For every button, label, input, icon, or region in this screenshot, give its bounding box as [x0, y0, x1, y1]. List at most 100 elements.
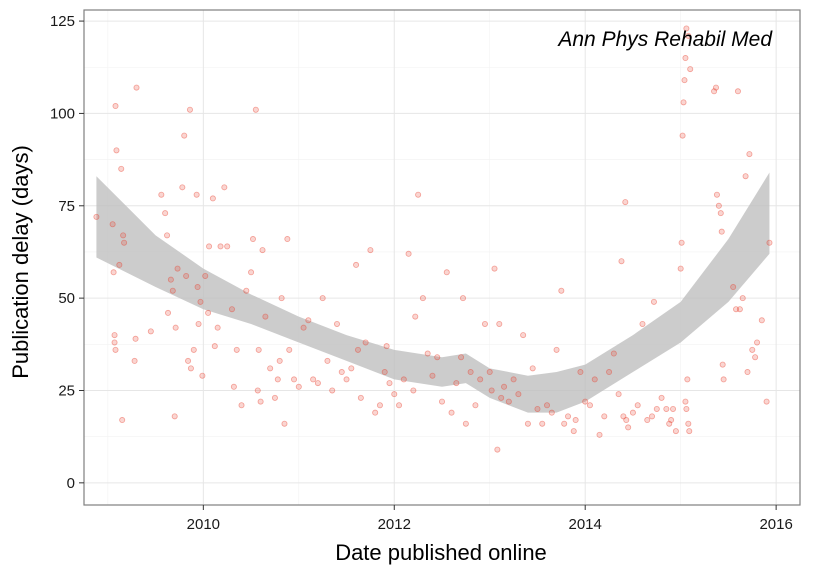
scatter-point: [677, 265, 684, 272]
scatter-point: [481, 320, 488, 327]
scatter-point: [284, 236, 291, 243]
scatter-point: [629, 409, 636, 416]
scatter-point: [132, 335, 139, 342]
scatter-point: [197, 298, 204, 305]
scatter-point: [93, 213, 100, 220]
scatter-point: [486, 369, 493, 376]
scatter-point: [524, 420, 531, 427]
scatter-point: [720, 376, 727, 383]
scatter-point: [274, 376, 281, 383]
scatter-point: [711, 88, 718, 95]
x-axis-title: Date published online: [335, 540, 547, 565]
scatter-point: [183, 272, 190, 279]
scatter-point: [116, 261, 123, 268]
scatter-point: [712, 84, 719, 91]
scatter-point: [520, 332, 527, 339]
scatter-point: [749, 346, 756, 353]
scatter-point: [111, 339, 118, 346]
scatter-point: [438, 398, 445, 405]
scatter-point: [194, 284, 201, 291]
scatter-point: [205, 309, 212, 316]
scatter-point: [570, 428, 577, 435]
scatter-point: [171, 413, 178, 420]
y-axis-title: Publication delay (days): [8, 145, 33, 379]
scatter-point: [462, 420, 469, 427]
scatter-point: [118, 165, 125, 172]
scatter-point: [565, 413, 572, 420]
scatter-point: [214, 324, 221, 331]
scatter-point: [730, 284, 737, 291]
y-tick-label: 0: [67, 475, 75, 492]
scatter-point: [539, 420, 546, 427]
scatter-point: [419, 295, 426, 302]
scatter-point: [412, 313, 419, 320]
scatter-point: [453, 380, 460, 387]
scatter-point: [682, 398, 689, 405]
y-tick-label: 50: [58, 290, 75, 307]
scatter-point: [238, 402, 245, 409]
scatter-point: [715, 202, 722, 209]
scatter-point: [383, 343, 390, 350]
scatter-point: [572, 417, 579, 424]
scatter-point: [391, 391, 398, 398]
scatter-point: [228, 306, 235, 313]
scatter-point: [680, 99, 687, 106]
scatter-point: [529, 365, 536, 372]
scatter-point: [415, 191, 422, 198]
scatter-point: [658, 394, 665, 401]
scatter-point: [488, 387, 495, 394]
scatter-point: [113, 147, 120, 154]
minor-grid-lines: [84, 10, 800, 505]
scatter-point: [736, 306, 743, 313]
scatter-point: [286, 346, 293, 353]
scatter-point: [758, 317, 765, 324]
scatter-point: [548, 409, 555, 416]
scatter-point: [164, 232, 171, 239]
scatter-point: [206, 243, 213, 250]
scatter-point: [553, 346, 560, 353]
scatter-point: [733, 306, 740, 313]
scatter-point: [357, 394, 364, 401]
scatter-point: [249, 236, 256, 243]
scatter-point: [644, 417, 651, 424]
scatter-point: [112, 103, 119, 110]
scatter-point: [211, 343, 218, 350]
scatter-point: [252, 106, 259, 113]
scatter-point: [472, 402, 479, 409]
scatter-point: [501, 383, 508, 390]
scatter-point: [515, 391, 522, 398]
scatter-point: [179, 184, 186, 191]
y-tick-label: 25: [58, 382, 75, 399]
scatter-point: [615, 391, 622, 398]
x-tick-label: 2016: [759, 516, 792, 533]
y-tick-label: 125: [50, 13, 75, 30]
scatter-point: [448, 409, 455, 416]
scatter-point: [167, 276, 174, 283]
scatter-point: [147, 328, 154, 335]
scatter-point: [670, 405, 677, 412]
scatter-point: [199, 372, 206, 379]
scatter-point: [255, 346, 262, 353]
scatter-point: [217, 243, 224, 250]
scatter-point: [718, 228, 725, 235]
scatter-point: [467, 369, 474, 376]
scatter-point: [678, 239, 685, 246]
scatter-point: [333, 320, 340, 327]
scatter-point: [362, 339, 369, 346]
scatter-point: [496, 320, 503, 327]
scatter-point: [498, 394, 505, 401]
scatter-point: [267, 365, 274, 372]
scatter-point: [713, 191, 720, 198]
scatter-point: [653, 405, 660, 412]
scatter-point: [162, 210, 169, 217]
scatter-point: [165, 309, 172, 316]
scatter-points: [93, 25, 773, 453]
scatter-point: [262, 313, 269, 320]
scatter-point: [276, 357, 283, 364]
scatter-point: [354, 346, 361, 353]
scatter-point: [606, 369, 613, 376]
scatter-point: [348, 365, 355, 372]
scatter-point: [668, 417, 675, 424]
x-tick-label: 2010: [187, 516, 220, 533]
scatter-point: [386, 380, 393, 387]
